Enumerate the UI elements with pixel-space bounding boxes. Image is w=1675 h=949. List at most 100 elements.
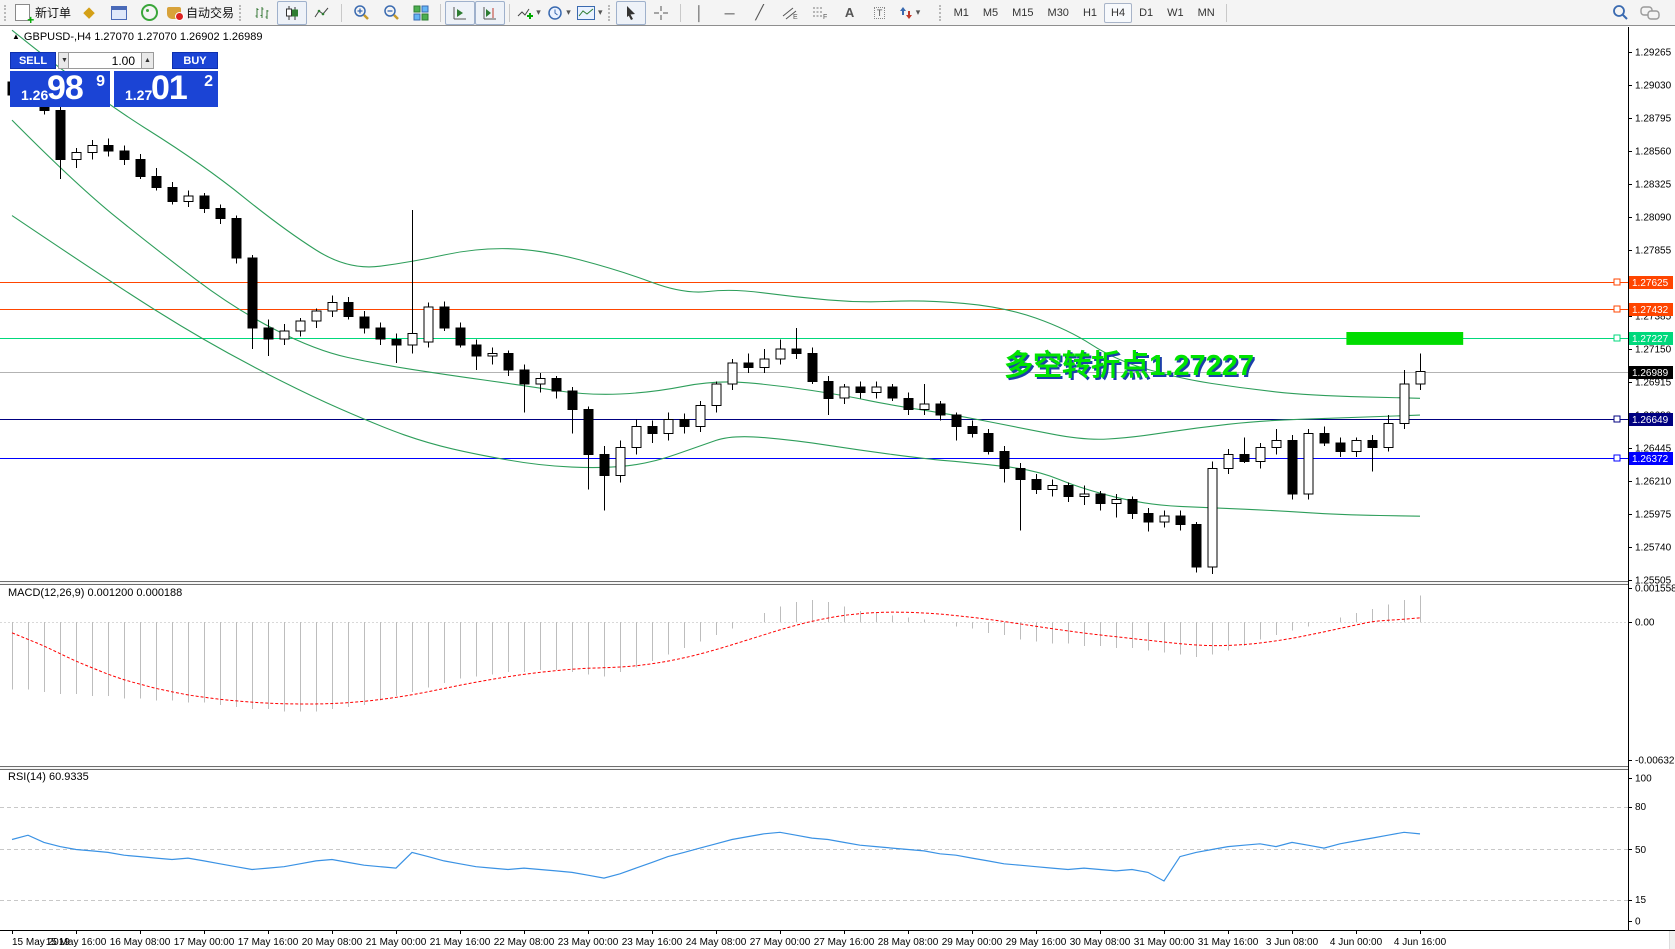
cursor-icon — [626, 5, 635, 20]
shapes-dropdown-arrow[interactable]: ▾ — [915, 7, 921, 17]
label-button[interactable]: T — [865, 1, 895, 25]
time-axis-label: 20 May 08:00 — [302, 937, 363, 948]
sell-price-box[interactable]: 1.26 98 9 — [10, 69, 110, 107]
chart-line-button[interactable] — [307, 1, 337, 25]
candle — [1335, 442, 1346, 453]
timeframe-mn-button[interactable]: MN — [1197, 6, 1215, 19]
toolbar-group-handle — [4, 4, 9, 21]
chat-button[interactable] — [1635, 1, 1665, 25]
timeframe-m1-button[interactable]: M1 — [953, 6, 969, 19]
symbol-ohlc-readout: GBPUSD-,H4 1.27070 1.27070 1.26902 1.269… — [23, 31, 263, 43]
candle — [311, 310, 322, 322]
candle — [1223, 453, 1234, 469]
timeframe-w1-button[interactable]: W1 — [1167, 6, 1184, 19]
tile-windows-button[interactable] — [406, 1, 436, 25]
sell-price-pip: 9 — [96, 73, 105, 90]
templates-dropdown-arrow[interactable]: ▾ — [598, 7, 603, 17]
templates-button[interactable]: ▾ — [574, 1, 606, 25]
volume-increase-button[interactable]: ▲ — [141, 52, 154, 69]
data-window-button[interactable] — [104, 1, 134, 25]
timeframe-m30-button[interactable]: M30 — [1047, 6, 1069, 19]
time-axis-label: 15 May 16:00 — [46, 937, 107, 948]
hline-anchor[interactable] — [1613, 305, 1621, 313]
candle — [439, 306, 450, 329]
text-button[interactable]: A — [835, 1, 865, 25]
styler-icon: ◆ — [83, 4, 95, 21]
candle — [951, 414, 962, 427]
buy-price-box[interactable]: 1.27 01 2 — [114, 69, 218, 107]
macd-signal-line — [11, 611, 1421, 705]
buy-price-prefix: 1.27 — [125, 87, 153, 103]
shapes-button[interactable]: ▾ — [895, 1, 925, 25]
text-icon: A — [844, 5, 855, 20]
time-axis-label: 21 May 00:00 — [366, 937, 427, 948]
sell-button[interactable]: SELL — [10, 52, 56, 69]
navigator-button[interactable] — [134, 1, 164, 25]
hline-anchor[interactable] — [1613, 278, 1621, 286]
horizontal-line-button[interactable]: ─ — [715, 1, 745, 25]
price-line-label — [1629, 452, 1673, 465]
trendline-button[interactable]: ╱ — [745, 1, 775, 25]
price-line-label — [1629, 413, 1673, 426]
time-axis-label: 30 May 08:00 — [1070, 937, 1131, 948]
chart-shift-button[interactable] — [475, 0, 506, 25]
timeframe-d1-button[interactable]: D1 — [1139, 6, 1154, 19]
candle — [647, 425, 658, 434]
hline-anchor[interactable] — [1613, 334, 1621, 342]
macd-tick-label: -0.006323 — [1635, 756, 1675, 767]
crosshair-button[interactable] — [646, 1, 676, 25]
autotrading-button[interactable]: 自动交易 — [164, 1, 237, 25]
timeframe-h1-button[interactable]: H1 — [1082, 6, 1097, 19]
candle — [599, 453, 610, 476]
indicators-dropdown-arrow[interactable]: ▾ — [536, 7, 541, 17]
search-button[interactable] — [1605, 1, 1635, 25]
candle — [615, 446, 626, 476]
timeframe-m5-button[interactable]: M5 — [982, 6, 999, 19]
autotrading-label: 自动交易 — [186, 6, 235, 20]
periods-button[interactable]: ▾ — [544, 1, 574, 25]
periods-dropdown-arrow[interactable]: ▾ — [566, 7, 571, 17]
pane-separator[interactable] — [0, 581, 1675, 585]
styler-button[interactable]: ◆ — [74, 1, 104, 25]
timeframe-h4-button[interactable]: H4 — [1104, 2, 1133, 23]
indicators-button[interactable]: ▾ — [514, 1, 544, 25]
candle — [839, 386, 850, 399]
volume-input[interactable] — [68, 52, 142, 69]
buy-button[interactable]: BUY — [172, 52, 218, 69]
candle — [503, 352, 514, 371]
rsi-tick-label: 100 — [1635, 774, 1652, 785]
hline-anchor[interactable] — [1613, 454, 1621, 462]
vertical-line-button[interactable]: │ — [685, 1, 715, 25]
candle — [407, 333, 418, 346]
collapse-arrow-icon[interactable]: ▲ — [12, 32, 20, 41]
one-click-trading-panel: SELL ▼ ▲ BUY 1.26 98 9 1.27 01 2 — [8, 45, 220, 107]
toolbar: + 新订单 ◆ 自动交易 ▾ ▾ ▾ — [0, 0, 1675, 26]
crosshair-icon — [653, 5, 668, 20]
zoom-in-button[interactable] — [346, 1, 376, 25]
chart-bars-button[interactable] — [247, 1, 277, 25]
channel-button[interactable]: E — [775, 1, 805, 25]
chart-candles-button[interactable] — [277, 0, 308, 25]
pivot-annotation-text: 多空转折点1.27227 — [1004, 350, 1254, 382]
auto-scroll-button[interactable] — [445, 0, 476, 25]
equidistant-channel-icon: E — [782, 7, 798, 20]
timeframe-m15-button[interactable]: M15 — [1012, 6, 1034, 19]
candle — [1367, 439, 1378, 448]
price-tick-label: 1.27855 — [1635, 246, 1672, 257]
price-line-label — [1629, 332, 1673, 345]
new-order-label: 新订单 — [35, 6, 72, 20]
candle — [1255, 446, 1266, 462]
pane-separator[interactable] — [0, 766, 1675, 770]
new-order-button[interactable]: + 新订单 — [12, 1, 74, 26]
time-axis-label: 31 May 00:00 — [1134, 937, 1195, 948]
highlight-rectangle[interactable] — [1346, 332, 1464, 345]
hline-anchor[interactable] — [1613, 415, 1621, 423]
zoom-out-button[interactable] — [376, 1, 406, 25]
cursor-button[interactable] — [615, 0, 646, 25]
candle — [823, 380, 834, 399]
trendline-icon: ╱ — [755, 4, 764, 20]
fibonacci-button[interactable]: F — [805, 1, 835, 25]
price-line-label-text: 1.27432 — [1632, 305, 1669, 316]
candle — [1143, 512, 1154, 523]
